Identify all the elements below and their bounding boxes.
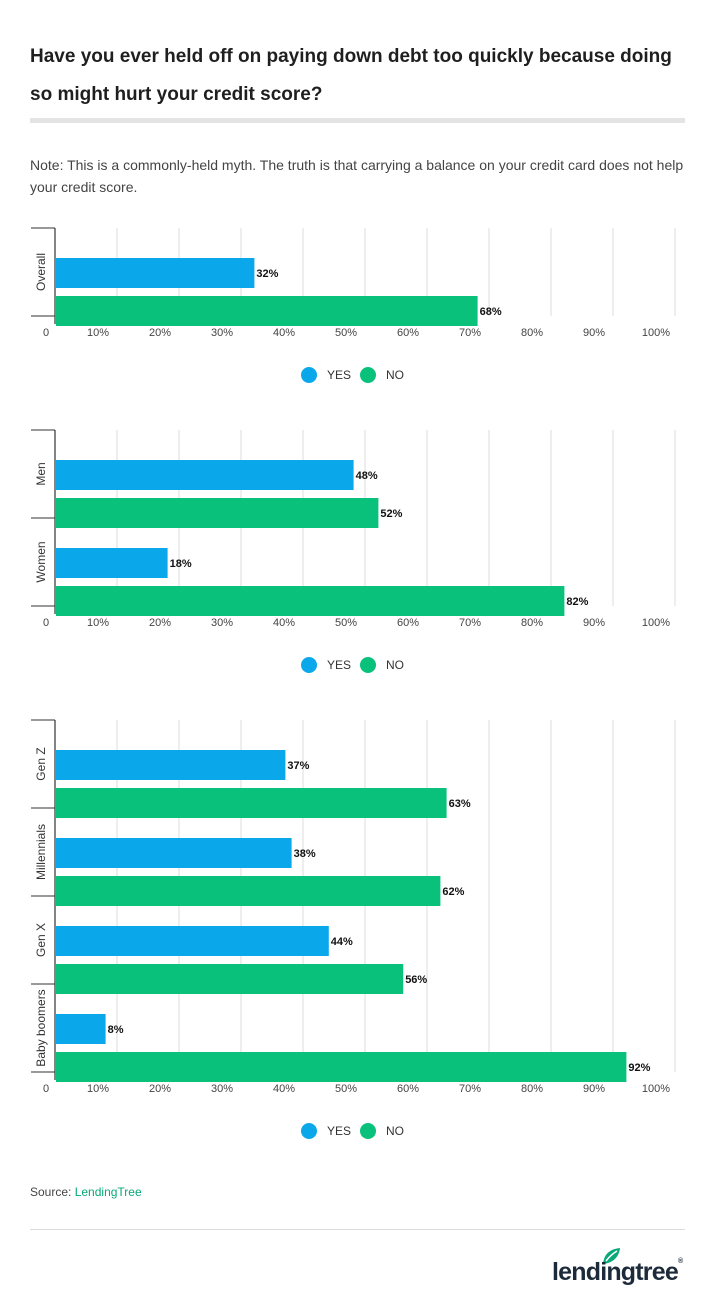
source-prefix: Source: [30,1185,75,1199]
x-tick-label: 80% [521,1083,543,1095]
legend-no-dot [360,657,376,673]
legend-yes-dot [301,657,317,673]
legend-no-dot [360,367,376,383]
bar-yes [56,1014,106,1044]
category-label: Gen X [34,923,48,957]
bar-yes [56,258,255,288]
bar-value-label: 56% [405,974,427,986]
bar-value-label: 92% [628,1062,650,1074]
x-tick-label: 90% [583,327,605,339]
x-tick-label: 70% [459,327,481,339]
legend-no-label: NO [386,1124,404,1138]
bar-value-label: 52% [380,508,402,520]
chart-title: Have you ever held off on paying down de… [30,46,672,105]
legend-yes-label: YES [327,368,351,382]
legend-yes-label: YES [327,658,351,672]
category-label: Baby boomers [34,989,48,1066]
legend-yes-label: YES [327,1124,351,1138]
logo-registered-mark: ® [677,1258,684,1265]
x-tick-label: 30% [211,1083,233,1095]
bar-no [56,876,441,906]
bar-value-label: 62% [442,886,464,898]
x-tick-label: 10% [87,1083,109,1095]
legend-no-dot [360,1123,376,1139]
x-tick-label: 80% [521,327,543,339]
bar-yes [56,750,286,780]
bar-yes [56,926,329,956]
category-label: Overall [34,253,48,291]
bar-value-label: 37% [287,760,309,772]
x-tick-label: 70% [459,617,481,629]
legend-yes-dot [301,367,317,383]
legend-no-label: NO [386,658,404,672]
x-tick-label: 0 [43,617,49,629]
source-line: Source: LendingTree [30,1185,142,1199]
x-tick-label: 80% [521,617,543,629]
bar-no [56,788,447,818]
legend-no-label: NO [386,368,404,382]
bar-value-label: 68% [480,306,502,318]
x-tick-label: 100% [642,327,670,339]
x-tick-label: 10% [87,617,109,629]
chart-overall: 32% 68% Overall 0 10% 20% 30% 40% 50% 60% 70% 80% 90… [31,227,676,383]
x-tick-label: 20% [149,327,171,339]
logo-wordmark: lendingtree® [552,1258,683,1287]
chart-note: Note: This is a commonly-held myth. The … [30,157,684,195]
category-label: Women [34,541,48,582]
x-tick-label: 50% [335,617,357,629]
lendingtree-logo: lendingtree® [552,1248,687,1292]
x-tick-label: 60% [397,1083,419,1095]
x-tick-label: 50% [335,1083,357,1095]
bar-no [56,964,404,994]
bar-value-label: 38% [294,848,316,860]
x-tick-label: 30% [211,617,233,629]
category-label: Gen Z [34,747,48,780]
bar-no [56,586,565,616]
x-tick-label: 60% [397,617,419,629]
logo-text: lendingtree [552,1258,679,1286]
x-tick-label: 90% [583,617,605,629]
bar-value-label: 63% [449,798,471,810]
x-tick-label: 40% [273,327,295,339]
bar-no [56,1052,627,1082]
x-tick-label: 90% [583,1083,605,1095]
category-label: Millennials [34,824,48,880]
bar-no [56,296,478,326]
bar-value-label: 44% [331,936,353,948]
x-tick-label: 50% [335,327,357,339]
x-tick-label: 10% [87,327,109,339]
bar-value-label: 48% [356,470,378,482]
bar-value-label: 82% [566,596,588,608]
bar-value-label: 18% [170,558,192,570]
bar-value-label: 8% [108,1024,124,1036]
x-tick-label: 70% [459,1083,481,1095]
x-tick-label: 100% [642,617,670,629]
chart-generation: 37% 63% Gen Z 38% 62% Millennials 44% 56% Gen X 8… [31,719,676,1139]
x-tick-label: 100% [642,1083,670,1095]
source-link[interactable]: LendingTree [74,1185,142,1199]
category-label: Men [34,462,48,485]
x-tick-label: 60% [397,327,419,339]
bar-value-label: 32% [256,268,278,280]
bar-yes [56,548,168,578]
x-tick-label: 40% [273,617,295,629]
title-divider [30,118,685,123]
legend-yes-dot [301,1123,317,1139]
bar-no [56,498,379,528]
x-tick-label: 0 [43,1083,49,1095]
x-tick-label: 0 [43,327,49,339]
x-tick-label: 20% [149,617,171,629]
bar-yes [56,838,292,868]
chart-gender: 48% 52% Men 18% 82% Women 0 10% 20% 30% 40% 50% 60% 7… [31,429,676,673]
x-tick-label: 20% [149,1083,171,1095]
x-tick-label: 30% [211,327,233,339]
x-tick-label: 40% [273,1083,295,1095]
footer-divider [30,1229,685,1230]
bar-yes [56,460,354,490]
leaf-icon [603,1248,620,1264]
